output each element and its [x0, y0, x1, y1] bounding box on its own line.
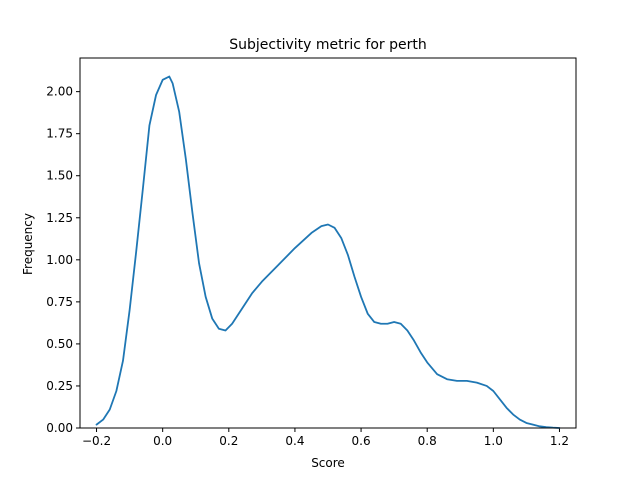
x-tick-label: 1.0	[484, 434, 503, 448]
y-tick-label: 1.00	[46, 253, 73, 267]
y-tick-label: 0.25	[46, 379, 73, 393]
series-layer	[95, 75, 561, 429]
y-tick-label: 2.00	[46, 85, 73, 99]
density-line	[95, 75, 561, 429]
x-axis-ticks: −0.2 0.0 0.2 0.4 0.6 0.8 1.0 1.2	[82, 428, 569, 448]
x-tick-label: 0.2	[219, 434, 238, 448]
x-tick-label: −0.2	[82, 434, 111, 448]
y-tick-label: 1.50	[46, 169, 73, 183]
y-axis-label: Frequency	[21, 213, 35, 275]
x-tick-label: 0.4	[285, 434, 304, 448]
y-tick-label: 0.75	[46, 295, 73, 309]
x-axis-label: Score	[311, 456, 345, 470]
y-tick-label: 1.25	[46, 211, 73, 225]
x-tick-label: 0.6	[352, 434, 371, 448]
y-tick-label: 0.00	[46, 421, 73, 435]
y-tick-label: 0.50	[46, 337, 73, 351]
x-tick-label: 1.2	[550, 434, 569, 448]
y-axis-ticks: 0.00 0.25 0.50 0.75 1.00 1.25 1.50 1.75 2.00	[46, 85, 80, 435]
x-tick-label: 0.8	[418, 434, 437, 448]
plot-area-frame	[79, 57, 577, 429]
chart-title: Subjectivity metric for perth	[229, 37, 426, 53]
y-tick-label: 1.75	[46, 127, 73, 141]
x-tick-label: 0.0	[153, 434, 172, 448]
